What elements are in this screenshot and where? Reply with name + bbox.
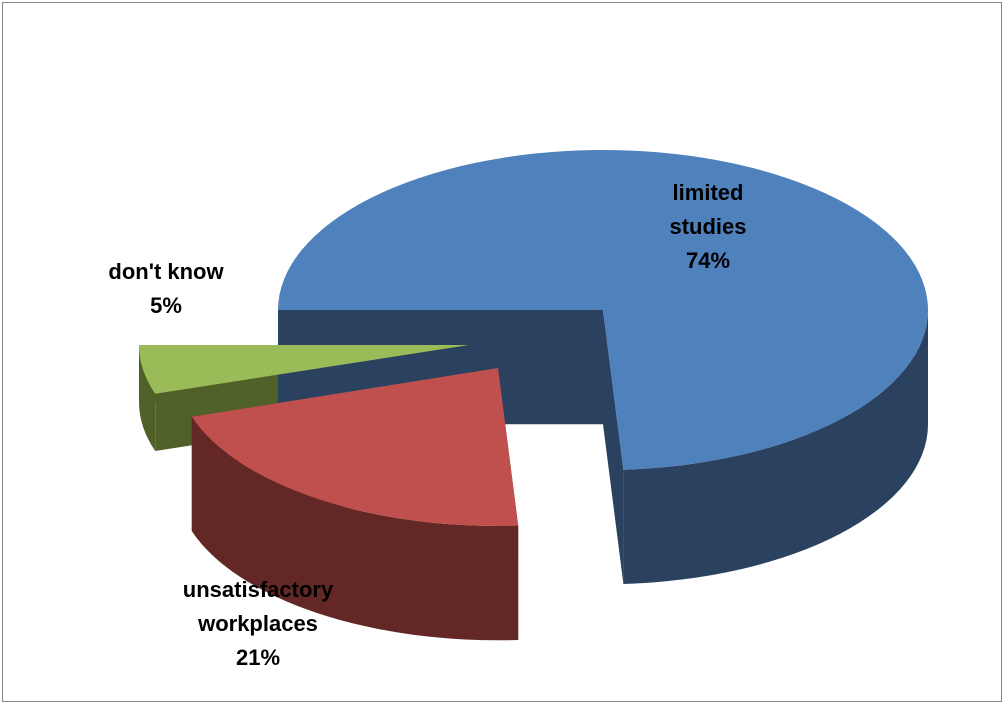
pie-slice-0 (278, 150, 928, 470)
pie-category-label-0: limited (673, 180, 744, 205)
pie-slice-rim-0 (623, 310, 928, 584)
pie-category-label-1: workplaces (197, 611, 318, 636)
pie-slice-rim-2 (139, 345, 156, 451)
pie-category-label-0: studies (669, 214, 746, 239)
pie-slice-2 (139, 345, 469, 394)
pie-category-label-1: unsatisfactory (183, 577, 334, 602)
pie-category-label-2: don't know (108, 259, 224, 284)
pie-value-label-0: 74% (686, 248, 730, 273)
pie-slice-rim-1 (191, 416, 519, 641)
pie-slice-1 (191, 368, 519, 527)
pie-slice-side-0 (603, 310, 624, 584)
pie-value-label-2: 5% (150, 293, 182, 318)
pie-chart: don't know 5% unsatisfactory workplaces 21% l… (108, 150, 928, 670)
pie-value-label-1: 21% (236, 645, 280, 670)
